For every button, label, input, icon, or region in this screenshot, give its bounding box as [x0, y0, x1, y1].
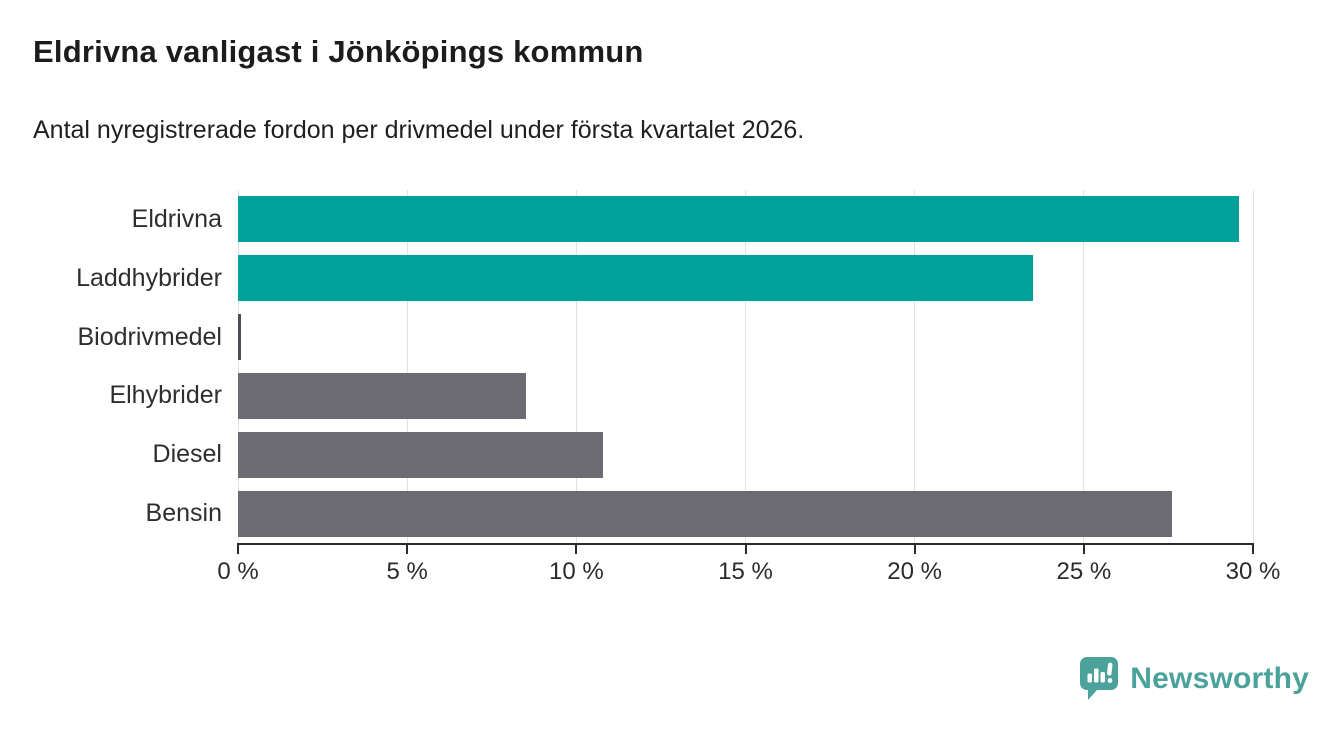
gridline [237, 190, 239, 543]
bar-diesel [238, 431, 604, 478]
x-axis-tick-label: 5 % [386, 558, 428, 585]
x-axis-tick [744, 545, 747, 554]
gridline [406, 190, 408, 543]
bar-biodrivmedel [238, 314, 242, 361]
x-axis-tick [913, 545, 916, 554]
plot-area [237, 190, 1254, 543]
bar-eldrivna [238, 196, 1240, 243]
branding: Newsworthy [1079, 656, 1309, 701]
category-label-bensin: Bensin [145, 499, 222, 528]
gridline [575, 190, 577, 543]
x-axis-tick-label: 30 % [1225, 558, 1281, 585]
gridline [745, 190, 746, 543]
bar-laddhybrider [238, 255, 1034, 302]
category-axis: Eldrivna Laddhybrider Biodrivmedel Elhybrid… [0, 190, 222, 543]
bar-bensin [238, 490, 1172, 537]
gridline [1083, 190, 1085, 543]
x-axis-tick-label: 15 % [718, 558, 773, 585]
x-axis-tick-label: 25 % [1056, 558, 1112, 585]
x-axis-tick [406, 545, 409, 554]
x-axis-tick [575, 545, 578, 554]
gridline [1252, 190, 1254, 543]
category-label-elhybrider: Elhybrider [109, 381, 222, 410]
chart-subtitle: Antal nyregistrerade fordon per drivmede… [33, 116, 805, 144]
x-axis-line [237, 543, 1254, 545]
x-axis-tick-label: 0 % [217, 558, 259, 585]
bar-elhybrider [238, 372, 526, 419]
x-axis-tick [1082, 545, 1085, 554]
x-axis-tick-label: 10 % [548, 558, 604, 585]
chart-title: Eldrivna vanligast i Jönköpings kommun [33, 34, 644, 69]
gridline [914, 190, 916, 543]
x-axis-tick [1252, 545, 1254, 554]
category-label-eldrivna: Eldrivna [131, 204, 222, 233]
category-label-biodrivmedel: Biodrivmedel [77, 322, 222, 351]
category-label-laddhybrider: Laddhybrider [76, 263, 222, 292]
newsworthy-speech-bubble-chart-icon [1080, 657, 1119, 700]
category-label-diesel: Diesel [152, 440, 222, 469]
x-axis-tick [237, 545, 239, 554]
x-axis-tick-label: 20 % [887, 558, 943, 585]
newsworthy-wordmark: Newsworthy [1130, 661, 1309, 695]
